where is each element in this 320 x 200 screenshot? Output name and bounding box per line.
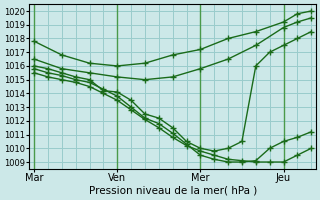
X-axis label: Pression niveau de la mer( hPa ): Pression niveau de la mer( hPa ) [89,186,257,196]
